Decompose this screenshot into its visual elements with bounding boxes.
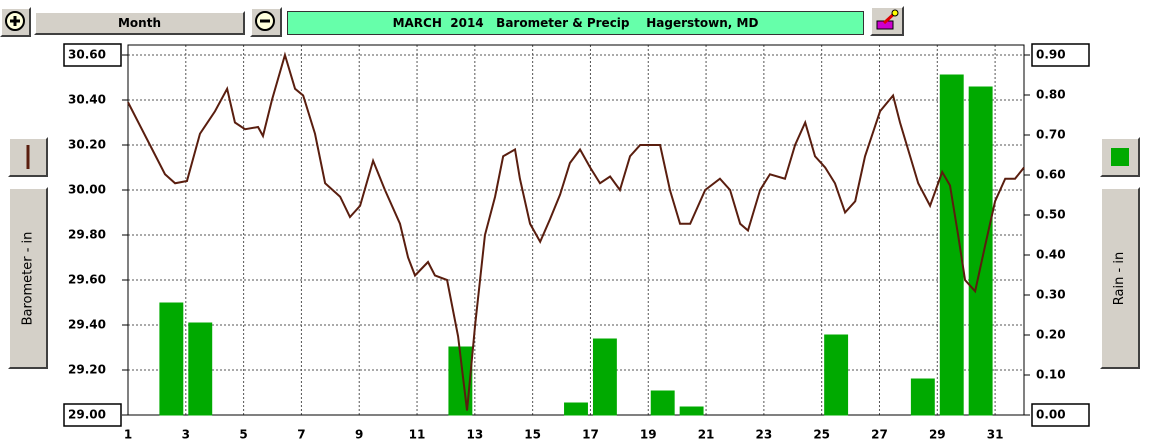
zoom-in-button[interactable]: [0, 7, 31, 37]
plot-frame: [127, 44, 1025, 416]
print-button[interactable]: [870, 6, 904, 36]
line-legend-icon: [26, 145, 30, 169]
tick-label-box: [63, 43, 122, 67]
y-tick-label: 29.20: [68, 363, 106, 377]
y-tick-label: 30.20: [68, 138, 106, 152]
bar: [448, 346, 473, 416]
y-tick-label: 29.40: [68, 318, 106, 332]
y2-tick-label: 0.50: [1036, 208, 1066, 222]
x-tick-label: 31: [987, 428, 1004, 442]
x-tick-label: 15: [524, 428, 541, 442]
x-tick-label: 5: [239, 428, 247, 442]
bar: [188, 322, 213, 416]
x-tick-label: 23: [756, 428, 773, 442]
x-tick-label: 13: [466, 428, 483, 442]
zoom-out-icon: [255, 11, 275, 31]
y-tick-label: 29.00: [68, 408, 106, 422]
y2-tick-label: 0.70: [1036, 128, 1066, 142]
x-tick-label: 3: [182, 428, 190, 442]
y2-tick-label: 0.90: [1036, 48, 1066, 62]
bar: [968, 86, 993, 416]
y2-tick-label: 0.30: [1036, 288, 1066, 302]
bar: [650, 390, 675, 416]
x-tick-label: 19: [640, 428, 657, 442]
y2-tick-label: 0.40: [1036, 248, 1066, 262]
y-axis-label: Barometer - in: [20, 231, 36, 325]
tick-label-box: [1031, 403, 1090, 427]
bar-legend-icon: [1111, 148, 1129, 166]
chart-title: MARCH 2014 Barometer & Precip Hagerstown…: [287, 11, 864, 35]
tick-label-box: [1031, 43, 1090, 67]
y-axis-label-button[interactable]: Barometer - in: [8, 187, 48, 369]
y-tick-label: 30.60: [68, 48, 106, 62]
y-tick-label: 29.60: [68, 273, 106, 287]
line: [127, 51, 1025, 411]
bar: [910, 378, 935, 416]
x-tick-label: 9: [355, 428, 363, 442]
y-tick-label: 30.40: [68, 93, 106, 107]
zoom-in-icon: [4, 11, 25, 31]
bar: [592, 338, 617, 416]
line-legend-button[interactable]: [8, 137, 48, 177]
period-button[interactable]: Month: [34, 11, 245, 35]
x-tick-label: 29: [929, 428, 946, 442]
x-tick-label: 27: [871, 428, 888, 442]
x-tick-label: 11: [409, 428, 426, 442]
tick-label-box: [63, 403, 122, 427]
bar: [159, 302, 184, 416]
x-tick-label: 21: [698, 428, 715, 442]
x-tick-label: 25: [813, 428, 830, 442]
y2-axis-label: Rain - in: [1112, 251, 1128, 305]
y2-tick-label: 0.60: [1036, 168, 1066, 182]
bar: [679, 406, 704, 416]
x-tick-label: 17: [582, 428, 599, 442]
zoom-out-button[interactable]: [250, 7, 282, 37]
bar-legend-button[interactable]: [1100, 137, 1140, 177]
bar: [939, 74, 964, 416]
bar: [824, 334, 849, 416]
x-tick-label: 7: [297, 428, 305, 442]
print-icon: [876, 9, 899, 30]
y2-axis-label-button[interactable]: Rain - in: [1100, 187, 1140, 369]
bar: [564, 402, 588, 416]
y-tick-label: 30.00: [68, 183, 106, 197]
y-tick-label: 29.80: [68, 228, 106, 242]
y2-tick-label: 0.80: [1036, 88, 1066, 102]
x-tick-label: 1: [124, 428, 132, 442]
y2-tick-label: 0.10: [1036, 368, 1066, 382]
y2-tick-label: 0.00: [1036, 408, 1066, 422]
y2-tick-label: 0.20: [1036, 328, 1066, 342]
